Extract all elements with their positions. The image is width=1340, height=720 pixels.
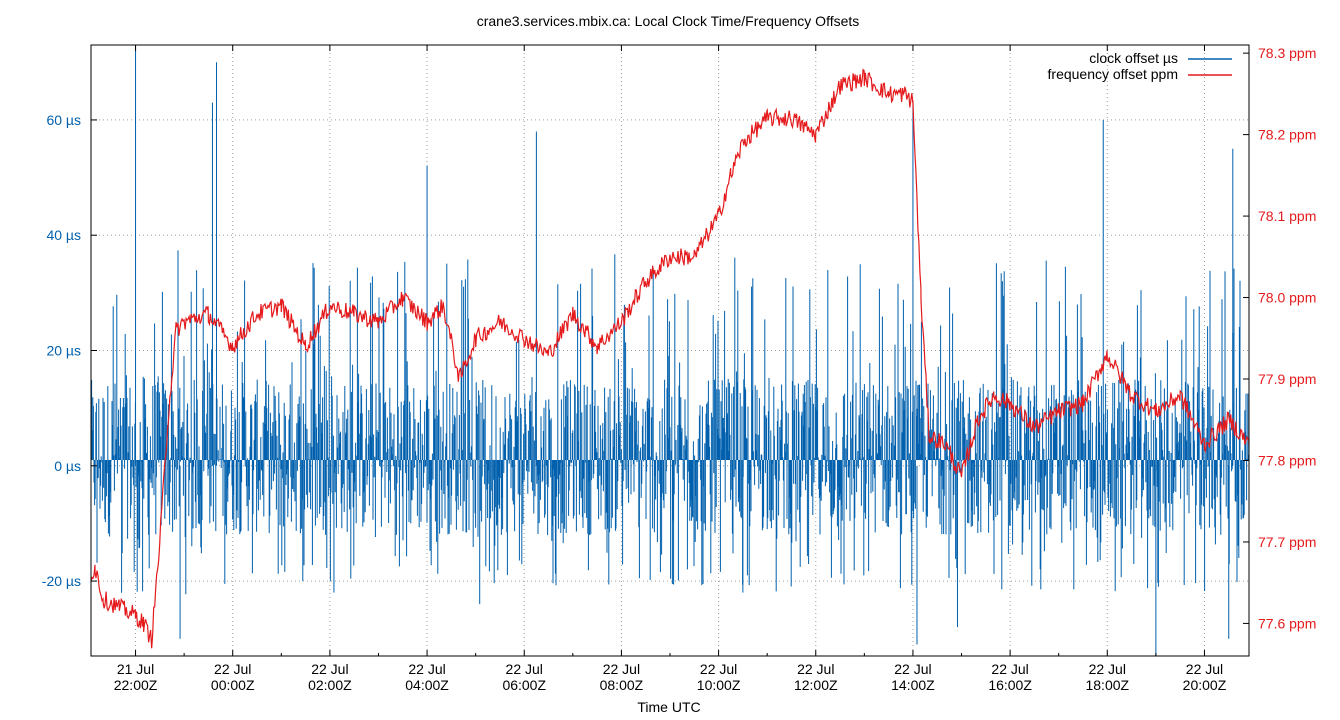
y2-tick-label: 77.8 ppm [1258,452,1316,468]
x-tick-time: 16:00Z [988,677,1032,693]
legend-label-clock: clock offset µs [1089,50,1178,66]
x-tick-date: 22 Jul [408,661,445,677]
x-tick-date: 22 Jul [214,661,251,677]
y2-tick-label: 78.3 ppm [1258,45,1316,61]
x-axis-title: Time UTC [637,699,700,715]
right-axis-labels: 77.6 ppm 77.7 ppm 77.8 ppm 77.9 ppm 78.0 ppm… [1258,45,1316,631]
x-tick-time: 22:00Z [114,677,158,693]
legend: clock offset µs frequency offset ppm [1048,50,1232,82]
y2-tick-label: 77.6 ppm [1258,615,1316,631]
x-tick-date: 22 Jul [1089,661,1126,677]
chart-title: crane3.services.mbix.ca: Local Clock Tim… [477,13,860,29]
y-tick-label: 0 µs [54,458,81,474]
y-tick-label: -20 µs [42,573,81,589]
x-tick-date: 22 Jul [506,661,543,677]
y2-tick-label: 77.9 ppm [1258,371,1316,387]
y-tick-label: 20 µs [46,343,81,359]
x-tick-time: 08:00Z [600,677,644,693]
x-tick-date: 22 Jul [797,661,834,677]
y-tick-label: 40 µs [46,227,81,243]
y2-tick-label: 77.7 ppm [1258,534,1316,550]
legend-label-frequency: frequency offset ppm [1048,66,1178,82]
x-tick-time: 14:00Z [891,677,935,693]
x-tick-time: 06:00Z [502,677,546,693]
axis-ticks [91,45,1249,656]
x-tick-date: 22 Jul [1186,661,1223,677]
x-tick-date: 22 Jul [894,661,931,677]
x-tick-date: 22 Jul [700,661,737,677]
x-tick-date: 22 Jul [991,661,1028,677]
x-tick-time: 18:00Z [1085,677,1129,693]
x-tick-date: 22 Jul [311,661,348,677]
x-tick-time: 10:00Z [697,677,741,693]
y2-tick-label: 78.1 ppm [1258,208,1316,224]
x-tick-date: 22 Jul [603,661,640,677]
y-tick-label: 60 µs [46,112,81,128]
frequency-offset-series [90,68,1250,649]
x-tick-time: 12:00Z [794,677,838,693]
frequency-offset-line [90,68,1250,649]
x-tick-time: 20:00Z [1183,677,1227,693]
x-tick-time: 04:00Z [405,677,449,693]
y2-tick-label: 78.2 ppm [1258,127,1316,143]
x-tick-date: 21 Jul [117,661,154,677]
left-axis-labels: -20 µs 0 µs 20 µs 40 µs 60 µs [42,112,81,589]
clock-offset-series [90,45,1250,656]
y2-tick-label: 78.0 ppm [1258,290,1316,306]
x-tick-time: 00:00Z [211,677,255,693]
x-tick-time: 02:00Z [308,677,352,693]
